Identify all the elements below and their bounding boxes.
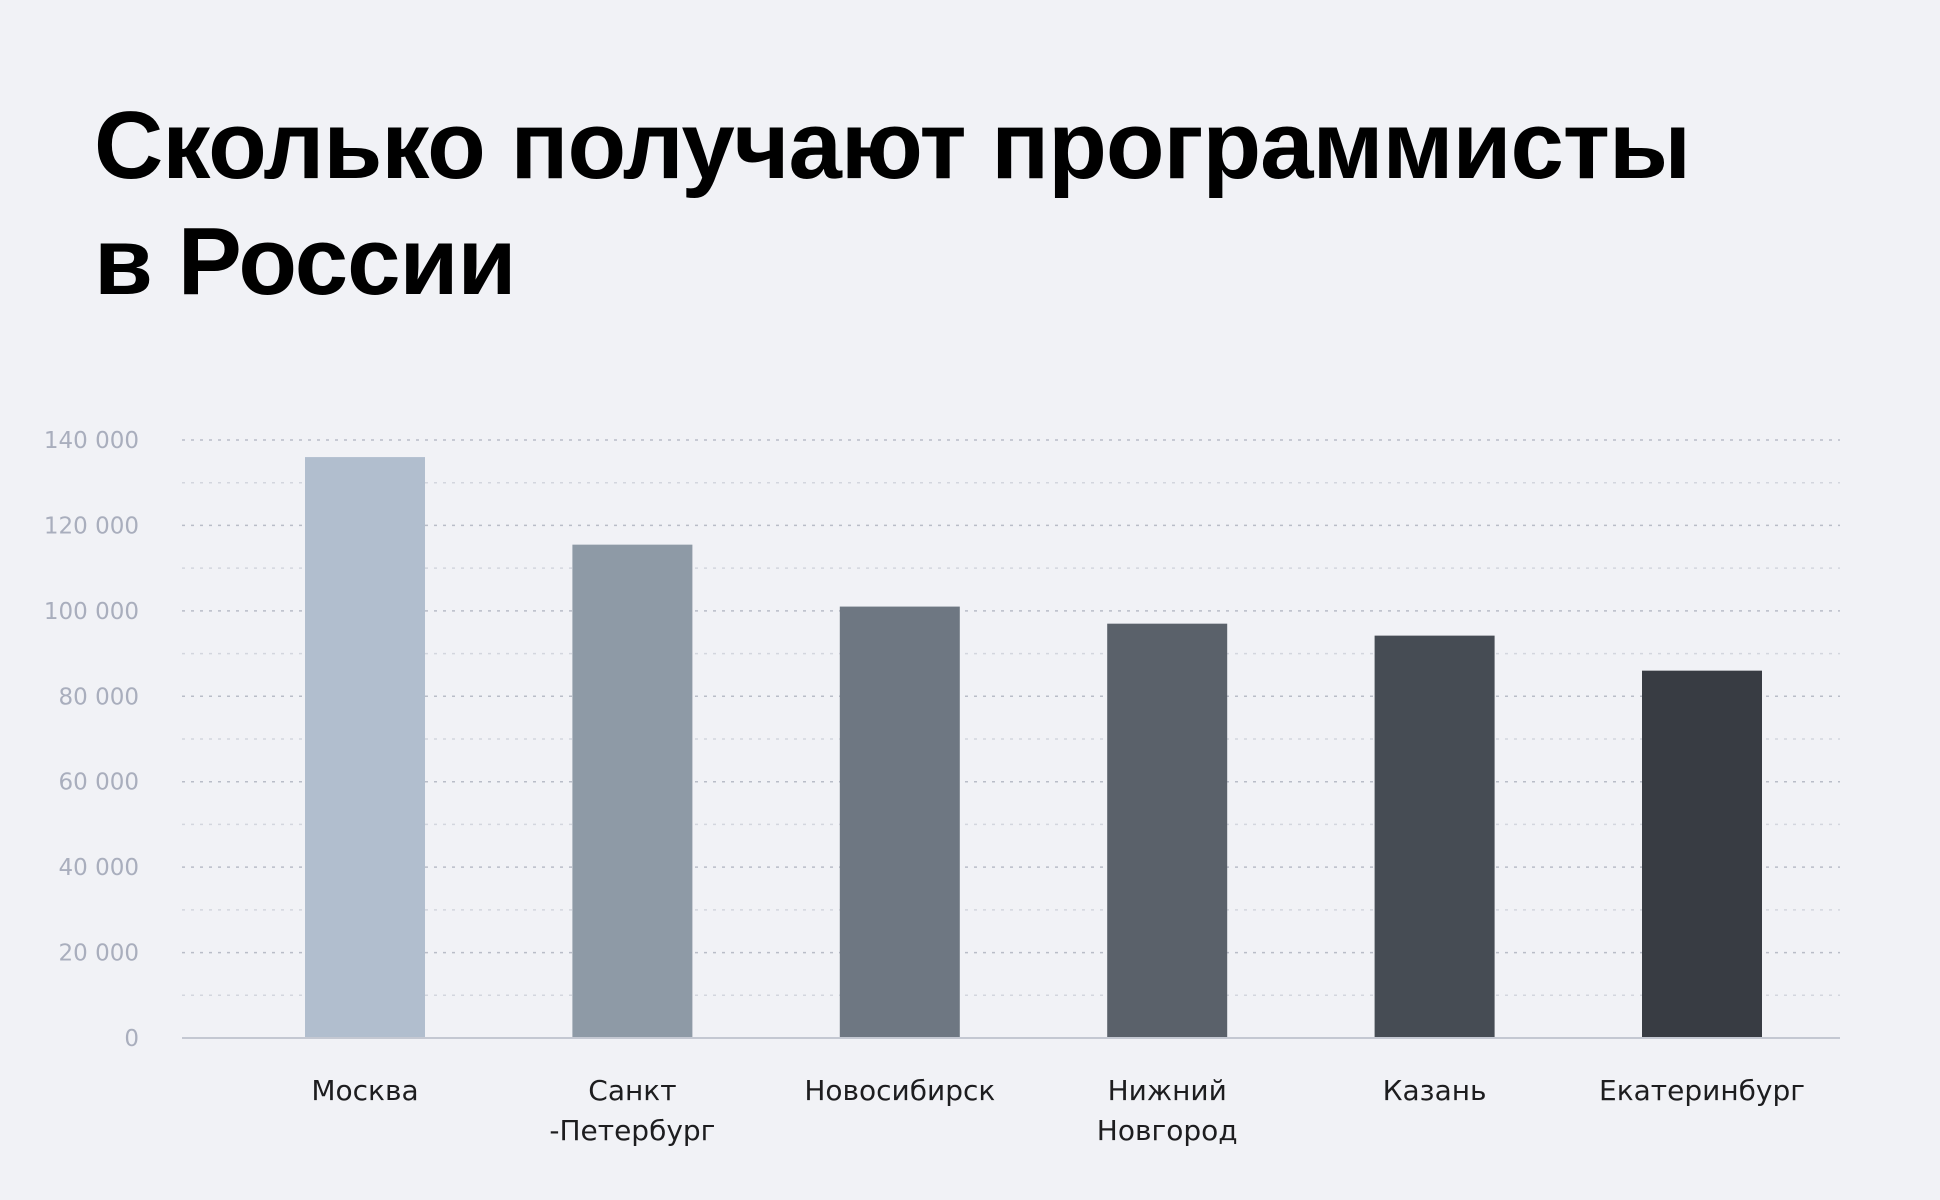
x-category-label-line: Новгород	[1097, 1114, 1238, 1147]
chart-title-line-2: в России	[94, 208, 517, 315]
x-category-label-line: Новосибирск	[804, 1074, 995, 1107]
bars	[305, 457, 1762, 1039]
x-category-label: Москва	[311, 1074, 418, 1107]
y-axis-ticks: 0 20 000 40 000 60 000 80 000 100 000 120 000 1…	[44, 428, 139, 1052]
y-tick-label: 40 000	[59, 855, 139, 881]
y-tick-label: 20 000	[59, 941, 139, 967]
y-tick-label: 60 000	[59, 770, 139, 796]
bar	[839, 606, 960, 1038]
gridlines	[182, 439, 1840, 997]
x-category-label: Екатеринбург	[1599, 1074, 1805, 1107]
x-category-label-line: Казань	[1383, 1074, 1487, 1107]
x-category-label: Нижний Новгород	[1097, 1074, 1238, 1147]
y-tick-label: 140 000	[44, 428, 139, 454]
y-tick-label: 100 000	[44, 599, 139, 625]
chart-title-line-1: Сколько получают программисты	[94, 92, 1691, 199]
x-category-label-line: Санкт	[588, 1074, 676, 1107]
x-category-label: Новосибирск	[804, 1074, 995, 1107]
x-category-label-line: Москва	[311, 1074, 418, 1107]
y-tick-label: 120 000	[44, 513, 139, 539]
bar	[1642, 670, 1762, 1038]
bar	[572, 544, 693, 1038]
y-tick-label: 80 000	[59, 684, 139, 710]
bar	[1374, 635, 1495, 1038]
x-category-label-line: Нижний	[1108, 1074, 1227, 1107]
y-tick-label: 0	[124, 1026, 139, 1052]
x-axis-labels: Москва Санкт -Петербург Новосибирск Нижний Но…	[311, 1074, 1805, 1147]
x-category-label-line: Екатеринбург	[1599, 1074, 1805, 1107]
chart-title: Сколько получают программисты в России	[94, 88, 1691, 320]
x-category-label-line: -Петербург	[549, 1114, 715, 1147]
x-category-label: Санкт -Петербург	[549, 1074, 715, 1147]
bar	[305, 457, 425, 1039]
bar	[1107, 623, 1228, 1038]
x-category-label: Казань	[1383, 1074, 1487, 1107]
